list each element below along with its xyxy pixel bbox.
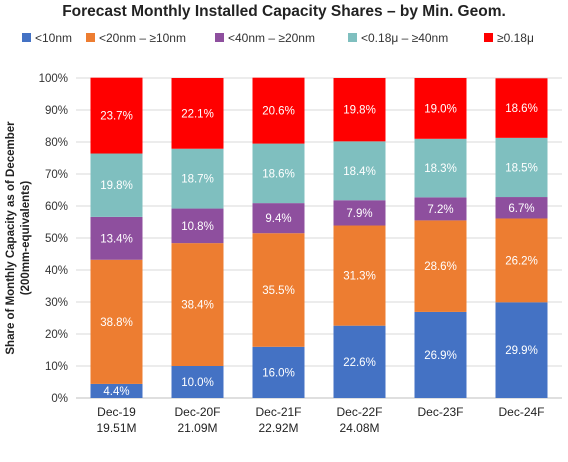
data-label: 38.8%	[100, 317, 133, 329]
data-label: 18.6%	[505, 103, 538, 115]
bars: 4.4% 38.8% 13.4% 19.8% 23.7% 10.0% 38.4% 10.8% 1…	[90, 77, 548, 398]
y-tick-label: 90%	[45, 105, 68, 117]
data-label: 26.9%	[424, 350, 457, 362]
bar-segment	[252, 143, 305, 204]
data-label: 23.7%	[100, 111, 133, 123]
data-label: 22.1%	[181, 108, 214, 120]
data-label: 13.4%	[100, 233, 133, 245]
data-label: 31.3%	[343, 271, 376, 283]
data-label: 16.0%	[262, 367, 295, 379]
legend: <10nm <20nm – ≥10nm <40nm – ≥20nm <0.18μ – …	[22, 31, 534, 45]
bar-segment	[414, 197, 467, 221]
y-axis-ticks: 0% 10% 20% 30% 40% 50% 60% 70% 80% 90% 100%	[39, 73, 68, 405]
bar-segment	[333, 141, 386, 201]
bar-segment	[90, 216, 143, 260]
y-tick-label: 40%	[45, 265, 68, 277]
bar-segment	[252, 77, 305, 144]
data-label: 29.9%	[505, 345, 538, 357]
bar-segment	[414, 311, 467, 398]
data-label: 19.8%	[100, 180, 133, 192]
bar-segment	[171, 148, 224, 209]
x-tick-sublabel: 19.51M	[96, 421, 136, 435]
data-label: 26.2%	[505, 255, 538, 267]
data-label: 18.4%	[343, 166, 376, 178]
bar-segment	[495, 137, 548, 198]
y-tick-label: 80%	[45, 137, 68, 149]
data-label: 18.6%	[262, 168, 295, 180]
data-label: 10.8%	[181, 221, 214, 233]
legend-label-3: <0.18μ – ≥40nm	[361, 31, 448, 45]
bar-segment	[171, 78, 224, 149]
bar-segment	[333, 325, 386, 398]
x-axis-labels: Dec-19 19.51M Dec-20F 21.09M Dec-21F 22.92M De…	[96, 405, 544, 435]
y-axis-label: Share of Monthly Capacity as of December…	[5, 121, 32, 355]
legend-swatch-3	[348, 33, 357, 42]
x-tick-label: Dec-24F	[498, 405, 544, 419]
y-tick-label: 50%	[45, 233, 68, 245]
y-tick-label: 100%	[39, 73, 68, 85]
y-tick-label: 60%	[45, 201, 68, 213]
bar-segment	[252, 233, 305, 347]
data-label: 18.5%	[505, 162, 538, 174]
bar-segment	[333, 78, 386, 142]
bar-segment	[495, 218, 548, 303]
legend-swatch-1	[86, 33, 95, 42]
bar-segment	[252, 203, 305, 234]
data-label: 7.9%	[346, 208, 372, 220]
legend-swatch-0	[22, 33, 31, 42]
legend-label-4: ≥0.18μ	[497, 31, 534, 45]
x-tick-label: Dec-19	[97, 405, 136, 419]
x-tick-label: Dec-23F	[417, 405, 463, 419]
data-label: 18.3%	[424, 163, 457, 175]
bar-segment	[495, 302, 548, 398]
x-tick-label: Dec-20F	[174, 405, 220, 419]
bar-segment	[171, 208, 224, 244]
legend-label-1: <20nm – ≥10nm	[99, 31, 186, 45]
data-label: 35.5%	[262, 285, 295, 297]
data-label: 10.0%	[181, 377, 214, 389]
data-label: 19.8%	[343, 105, 376, 117]
bar-segment	[495, 78, 548, 138]
data-label: 9.4%	[265, 213, 291, 225]
legend-swatch-2	[215, 33, 224, 42]
data-label: 18.7%	[181, 174, 214, 186]
x-tick-sublabel: 24.08M	[339, 421, 379, 435]
y-tick-label: 0%	[51, 393, 68, 405]
bar-segment	[90, 259, 143, 384]
legend-label-0: <10nm	[35, 31, 72, 45]
x-tick-sublabel: 21.09M	[177, 421, 217, 435]
data-label: 28.6%	[424, 261, 457, 273]
legend-label-2: <40nm – ≥20nm	[228, 31, 315, 45]
gridlines	[76, 77, 562, 399]
data-label: 6.7%	[508, 203, 534, 215]
y-tick-label: 10%	[45, 361, 68, 373]
y-tick-label: 20%	[45, 329, 68, 341]
bar-segment	[252, 346, 305, 398]
chart-title: Forecast Monthly Installed Capacity Shar…	[62, 3, 506, 20]
bar-segment	[90, 153, 143, 217]
bar-segment	[414, 138, 467, 198]
bar-segment	[171, 243, 224, 366]
data-label: 19.0%	[424, 103, 457, 115]
x-tick-label: Dec-21F	[255, 405, 301, 419]
bar-segment	[90, 77, 143, 154]
bar-segment	[414, 78, 467, 139]
y-tick-label: 30%	[45, 297, 68, 309]
data-label: 38.4%	[181, 300, 214, 312]
data-label: 7.2%	[427, 204, 453, 216]
bar-segment	[171, 366, 224, 398]
bar-segment	[414, 220, 467, 312]
y-tick-label: 70%	[45, 169, 68, 181]
data-label: 22.6%	[343, 357, 376, 369]
bar-segment	[495, 197, 548, 219]
data-label: 20.6%	[262, 106, 295, 118]
x-tick-sublabel: 22.92M	[258, 421, 298, 435]
bar-segment	[90, 383, 143, 398]
bar-segment	[333, 225, 386, 326]
legend-swatch-4	[484, 33, 493, 42]
data-label: 4.4%	[103, 386, 129, 398]
bar-segment	[333, 200, 386, 226]
x-tick-label: Dec-22F	[336, 405, 382, 419]
